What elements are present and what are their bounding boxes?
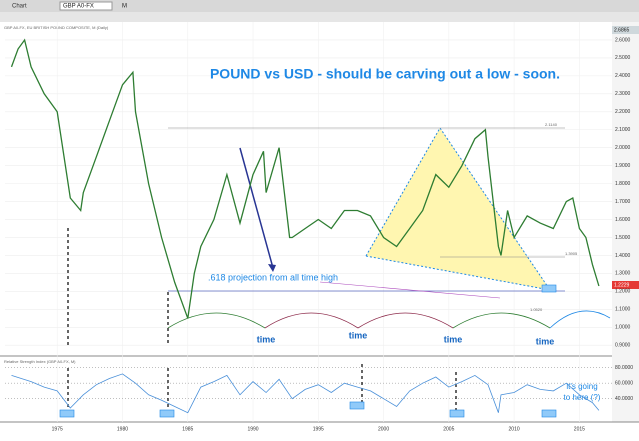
pattern-base <box>365 255 551 291</box>
level-label: 1.0520 <box>530 307 543 312</box>
rsi-note: to here (?) <box>564 393 601 402</box>
x-tick-label: 2005 <box>443 426 454 432</box>
time-arc <box>357 312 454 329</box>
x-tick-label: 1975 <box>52 426 63 432</box>
y-tick-label: 2.5000 <box>615 55 631 61</box>
top-price: 2.6865 <box>614 27 630 33</box>
series-line <box>11 373 600 414</box>
rsi-target <box>541 409 557 418</box>
time-arcs <box>167 310 611 329</box>
y-tick-label: 1.4000 <box>615 253 631 259</box>
time-arc <box>452 312 551 329</box>
price-target <box>541 284 557 293</box>
y-tick-label: 40.0000 <box>615 396 633 402</box>
y-tick-label: 1.3000 <box>615 271 631 277</box>
symbol-box[interactable] <box>59 1 113 11</box>
x-tick-label: 1995 <box>313 426 324 432</box>
x-tick-label: 1980 <box>117 426 128 432</box>
x-tick-label: 2015 <box>574 426 585 432</box>
price-axis <box>612 22 639 422</box>
subtitle: GBP A0-FX, EU BRITISH POUND COMPOSITE, M… <box>4 25 109 30</box>
rsi-targets <box>59 284 557 418</box>
rsi-title: Relative Strength Index (GBP A0-FX, M) <box>4 359 76 364</box>
time-arc <box>264 312 359 329</box>
y-tick-label: 2.4000 <box>615 73 631 79</box>
rsi-target <box>59 409 75 418</box>
time-label: time <box>257 334 276 344</box>
time-arc <box>167 312 266 329</box>
x-tick-label: 1990 <box>247 426 258 432</box>
symbol[interactable]: GBP A0-FX <box>63 4 94 10</box>
y-tick-label: 2.1000 <box>615 127 631 133</box>
level-label: 1.3905 <box>565 251 578 256</box>
y-tick-label: 1.2000 <box>615 289 631 295</box>
y-tick-label: 2.3000 <box>615 91 631 97</box>
level-label: 2.1140 <box>545 122 558 127</box>
rsi-note: it's going <box>566 382 597 391</box>
y-tick-label: 60.0000 <box>615 381 633 387</box>
projection-note: .618 projection from all time high <box>208 272 338 282</box>
top-price-box <box>612 26 639 34</box>
y-tick-label: 2.6000 <box>615 37 631 43</box>
y-tick-label: 1.1000 <box>615 307 631 313</box>
y-tick-label: 1.5000 <box>615 235 631 241</box>
rsi-target <box>349 401 365 410</box>
chart-title: POUND vs USD - should be carving out a l… <box>210 66 560 82</box>
pattern-fill <box>366 128 550 290</box>
y-tick-label: 80.0000 <box>615 365 633 371</box>
y-tick-label: 2.0000 <box>615 145 631 151</box>
rsi-target <box>159 409 175 418</box>
window-label: Chart <box>12 4 27 10</box>
drawing-tools <box>0 12 639 22</box>
y-tick-label: 1.9000 <box>615 163 631 169</box>
last-price-box <box>612 281 639 289</box>
rsi-target <box>449 409 465 418</box>
last-price: 1.2229 <box>614 282 630 288</box>
time-label: time <box>444 334 463 344</box>
x-tick-label: 2010 <box>509 426 520 432</box>
y-tick-label: 2.2000 <box>615 109 631 115</box>
time-label: time <box>536 336 555 346</box>
time-arc <box>549 310 611 329</box>
y-tick-label: 1.8000 <box>615 181 631 187</box>
y-tick-label: 1.7000 <box>615 199 631 205</box>
trend-arrow <box>239 147 274 269</box>
y-tick-label: 1.0000 <box>615 325 631 331</box>
arrow-head <box>268 264 276 272</box>
pattern-edge <box>365 127 551 291</box>
projection-line <box>319 281 501 299</box>
y-tick-label: 1.6000 <box>615 217 631 223</box>
time-label: time <box>349 330 368 340</box>
y-tick-label: 0.9000 <box>615 343 631 349</box>
x-tick-label: 1985 <box>182 426 193 432</box>
period[interactable]: M <box>122 4 127 10</box>
x-tick-label: 2000 <box>378 426 389 432</box>
cycle-markers <box>67 228 457 410</box>
series-line <box>10 38 600 319</box>
